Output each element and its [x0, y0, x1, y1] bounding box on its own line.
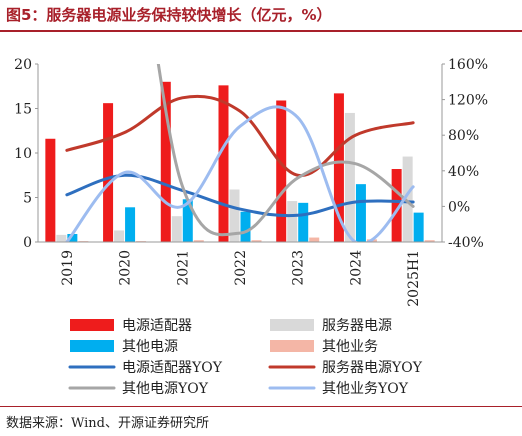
right-tick-label: 80%	[448, 128, 479, 144]
x-tick-label-2021: 2021	[175, 250, 191, 286]
bar-series1-2022	[229, 189, 240, 242]
legend-swatch-服务器电源	[270, 319, 314, 331]
legend-label-服务器电源: 服务器电源	[322, 318, 392, 334]
legend-label-其他电源: 其他电源	[122, 339, 178, 355]
x-tick-label-2025H1: 2025H1	[406, 250, 422, 307]
chart-svg: 0 5 10 15 20 -40% 0% 40% 80% 120% 160% 2019 2020 2021…	[14, 57, 488, 397]
bar-series2-2023	[298, 202, 309, 242]
legend-swatch-电源适配器	[70, 319, 114, 331]
bar-series3-2022	[251, 240, 262, 242]
bar-series0-2025H1	[391, 169, 402, 242]
legend-label-其他电源YOY: 其他电源YOY	[122, 381, 209, 397]
x-tick-label-2020: 2020	[118, 250, 134, 286]
bar-series0-2020	[103, 103, 114, 242]
legend-swatch-其他电源	[70, 340, 114, 352]
line-series0	[65, 173, 415, 218]
left-tick-label: 10	[14, 146, 32, 162]
right-tick-label: -40%	[448, 235, 484, 251]
bar-series2-2022	[240, 211, 251, 242]
right-tick-label: 40%	[448, 164, 479, 180]
line-series2	[156, 64, 415, 237]
left-tick-label: 20	[14, 57, 32, 73]
lines-layer	[65, 64, 415, 242]
bar-series2-2025H1	[413, 212, 424, 242]
bar-series1-2025H1	[402, 156, 413, 242]
bar-series2-2020	[125, 207, 136, 242]
bar-series0-2024	[333, 93, 344, 243]
bar-series1-2024	[344, 112, 355, 242]
legend-label-其他业务YOY: 其他业务YOY	[322, 381, 409, 397]
legend-label-电源适配器YOY: 电源适配器YOY	[122, 360, 223, 376]
bar-series1-2021	[171, 216, 182, 242]
bar-series1-2023	[287, 201, 298, 242]
bars-layer	[45, 81, 435, 243]
x-tick-label-2023: 2023	[291, 250, 307, 286]
source-rule	[0, 406, 522, 407]
bar-series3-2023	[309, 237, 320, 242]
bar-series0-2022	[218, 85, 229, 242]
x-tick-label-2019: 2019	[60, 250, 76, 286]
bar-series1-2019	[56, 234, 67, 242]
left-tick-label: 5	[23, 191, 32, 207]
x-tick-label-2022: 2022	[233, 250, 249, 286]
legend-label-电源适配器: 电源适配器	[122, 318, 192, 334]
legend-label-其他业务: 其他业务	[322, 339, 378, 355]
legend-swatch-其他业务	[270, 340, 314, 352]
bar-series2-2021	[182, 199, 193, 242]
bar-series0-2023	[276, 100, 287, 243]
line-series3	[65, 105, 415, 242]
x-tick-label-2024: 2024	[348, 250, 364, 286]
bar-series3-2021	[193, 240, 204, 242]
left-tick-label: 15	[14, 102, 32, 118]
bar-series0-2019	[45, 138, 56, 242]
bar-series0-2021	[160, 81, 171, 242]
right-tick-label: 160%	[448, 57, 488, 73]
right-tick-label: 120%	[448, 93, 488, 109]
bar-series2-2024	[355, 184, 366, 242]
chart-title: 图5：服务器电源业务保持较快增长（亿元，%）	[6, 6, 332, 24]
bar-series2-2019	[67, 233, 78, 242]
left-tick-label: 0	[23, 235, 32, 251]
source-note: 数据来源：Wind、开源证券研究所	[6, 416, 209, 431]
right-tick-label: 0%	[448, 199, 470, 215]
legend-label-服务器电源YOY: 服务器电源YOY	[322, 360, 423, 376]
axes-layer: 0 5 10 15 20 -40% 0% 40% 80% 120% 160% 2019 2020 2021…	[14, 57, 488, 307]
bar-series3-2025H1	[424, 240, 435, 242]
bar-series1-2020	[114, 230, 125, 242]
line-series1	[65, 94, 415, 177]
title-rule	[0, 30, 522, 32]
